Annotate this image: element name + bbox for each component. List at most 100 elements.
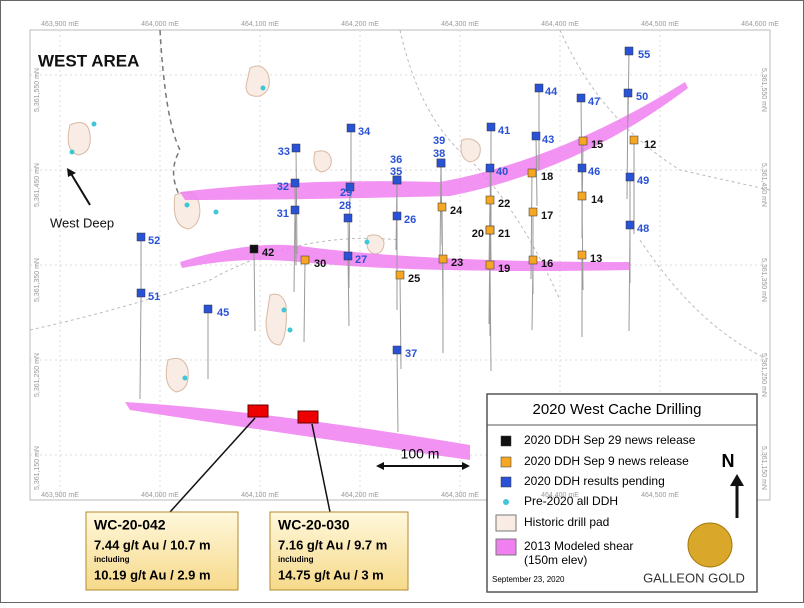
easting-label: 464,200 mE <box>341 21 379 28</box>
easting-label: 464,000 mE <box>141 21 179 28</box>
hole-marker <box>528 255 538 265</box>
hole-label: 15 <box>591 139 603 151</box>
callouts: WC-20-042 7.44 g/t Au / 10.7 m including 10… <box>85 511 409 591</box>
easting-label: 463,900 mE <box>41 21 79 28</box>
northing-label: 5,361,150 mN <box>34 446 41 490</box>
pre-2020-hole <box>281 307 287 313</box>
hole-marker <box>437 202 447 212</box>
hole-marker <box>485 225 495 235</box>
drill-trace <box>489 167 492 263</box>
hole-marker <box>343 251 353 261</box>
pre-2020-hole <box>213 209 219 215</box>
northing-label: 5,361,350 mN <box>34 258 41 302</box>
hole-label: 44 <box>545 86 558 98</box>
callout-hole: WC-20-030 <box>278 517 350 533</box>
hole-marker <box>392 211 402 221</box>
pre-2020-hole <box>91 121 97 127</box>
easting-label: 464,200 mE <box>341 492 379 499</box>
hole-marker <box>625 220 635 230</box>
hole-label: 52 <box>148 235 160 247</box>
hole-label: 16 <box>541 258 553 270</box>
arrow-head <box>67 168 76 177</box>
drill-pads <box>67 65 481 393</box>
hole-marker <box>395 270 405 280</box>
hole-marker <box>392 345 402 355</box>
hole-marker <box>624 46 634 56</box>
drill-trace <box>581 195 584 291</box>
hole-label: 34 <box>358 126 371 138</box>
pre-2020-hole <box>182 375 188 381</box>
drill-trace <box>294 182 297 266</box>
drill-trace <box>347 255 350 327</box>
drill-trace <box>293 209 296 293</box>
legend-label: 2020 DDH results pending <box>524 474 665 488</box>
northing-label: 5,361,350 mN <box>760 258 767 302</box>
hole-label: 24 <box>450 205 463 217</box>
hole-label: 50 <box>636 91 648 103</box>
hole-label: 19 <box>498 263 510 275</box>
northing-label: 5,361,450 mN <box>34 163 41 207</box>
drill-trace <box>139 292 142 400</box>
intercept-030 <box>297 410 319 424</box>
hole-marker <box>485 163 495 173</box>
callout-sub: 10.19 g/t Au / 2.9 m <box>94 567 211 582</box>
legend-label: Pre-2020 all DDH <box>524 494 618 508</box>
hole-label: 38 <box>433 148 445 160</box>
hole-marker <box>528 207 538 217</box>
hole-marker <box>485 260 495 270</box>
hole-marker <box>623 88 633 98</box>
hole-marker <box>136 288 146 298</box>
hole-label: 43 <box>542 134 554 146</box>
callout-hole: WC-20-042 <box>94 517 166 533</box>
hole-label: 20 <box>472 228 484 240</box>
hole-label: 25 <box>408 273 420 285</box>
northing-label: 5,361,450 mN <box>760 163 767 207</box>
drill-trace <box>396 349 399 433</box>
callout-sub: 14.75 g/t Au / 3 m <box>278 567 384 582</box>
hole-label: 36 <box>390 154 402 166</box>
hole-marker <box>203 304 213 314</box>
hole-label: 30 <box>314 258 326 270</box>
easting-label: 464,300 mE <box>441 21 479 28</box>
legend-symbol <box>503 499 509 505</box>
hole-marker <box>343 213 353 223</box>
hole-label: 49 <box>637 175 649 187</box>
callout-result: 7.16 g/t Au / 9.7 m <box>278 537 387 552</box>
pre-2020-hole <box>287 327 293 333</box>
hole-marker <box>578 136 588 146</box>
hole-marker <box>345 182 355 192</box>
pre-2020-hole <box>260 85 266 91</box>
hole-label: 39 <box>433 135 445 147</box>
drill-trace <box>535 135 538 207</box>
hole-label: 47 <box>588 96 600 108</box>
hole-label: 41 <box>498 125 510 137</box>
hole-marker <box>577 191 587 201</box>
callout-including: including <box>278 555 314 564</box>
hole-marker <box>625 172 635 182</box>
road <box>159 29 186 206</box>
legend-label: Historic drill pad <box>524 515 609 529</box>
legend-symbol <box>500 456 512 468</box>
callout-including: including <box>94 555 130 564</box>
hole-label: 55 <box>638 49 650 61</box>
hole-label: 40 <box>496 166 508 178</box>
easting-label: 464,500 mE <box>641 21 679 28</box>
northing-label: 5,361,250 mN <box>760 353 767 397</box>
legend-label: 2020 DDH Sep 9 news release <box>524 454 689 468</box>
hole-marker <box>290 178 300 188</box>
hole-label: 13 <box>590 253 602 265</box>
easting-label: 464,300 mE <box>441 492 479 499</box>
drill-trace <box>489 264 492 372</box>
hole-label: 26 <box>404 214 416 226</box>
scale-label: 100 m <box>401 446 440 462</box>
drill-trace <box>531 259 534 331</box>
easting-label: 464,100 mE <box>241 21 279 28</box>
legend-date: September 23, 2020 <box>492 575 565 584</box>
easting-label: 464,400 mE <box>541 492 579 499</box>
hole-label: 27 <box>355 254 367 266</box>
hole-label: 12 <box>644 139 656 151</box>
hole-marker <box>346 123 356 133</box>
callout-box <box>269 511 409 591</box>
northing-label: 5,361,250 mN <box>34 353 41 397</box>
